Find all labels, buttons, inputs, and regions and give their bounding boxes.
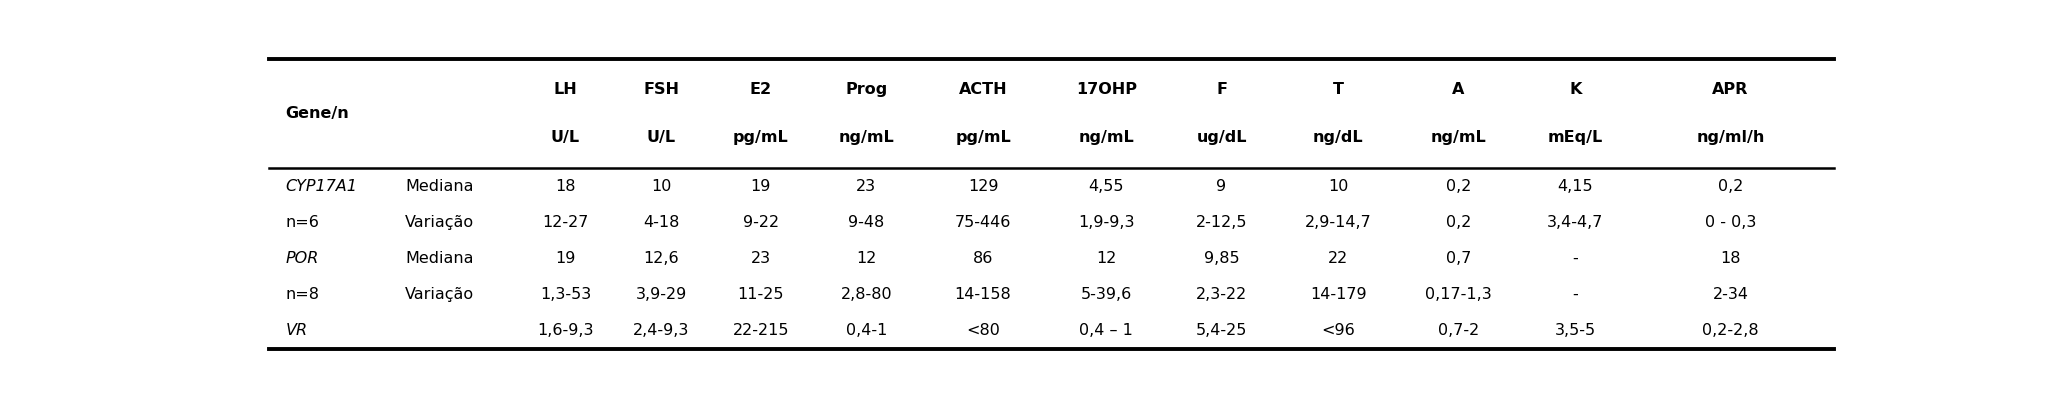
Text: 75-446: 75-446 <box>954 215 1012 230</box>
Text: 12: 12 <box>857 251 876 266</box>
Text: Prog: Prog <box>845 82 888 97</box>
Text: ng/mL: ng/mL <box>1078 130 1134 145</box>
Text: ug/dL: ug/dL <box>1196 130 1247 145</box>
Text: 1,6-9,3: 1,6-9,3 <box>537 323 593 338</box>
Text: 0,7-2: 0,7-2 <box>1437 323 1479 338</box>
Text: 18: 18 <box>555 179 576 194</box>
Text: 22: 22 <box>1328 251 1348 266</box>
Text: 9-22: 9-22 <box>743 215 779 230</box>
Text: 2,9-14,7: 2,9-14,7 <box>1305 215 1371 230</box>
Text: 0,2: 0,2 <box>1446 179 1470 194</box>
Text: Variação: Variação <box>405 287 475 302</box>
Text: 12-27: 12-27 <box>543 215 589 230</box>
Text: 14-179: 14-179 <box>1309 287 1367 302</box>
Text: LH: LH <box>553 82 578 97</box>
Text: 0,2: 0,2 <box>1446 215 1470 230</box>
Text: ng/ml/h: ng/ml/h <box>1695 130 1766 145</box>
Text: 1,3-53: 1,3-53 <box>539 287 591 302</box>
Text: 5-39,6: 5-39,6 <box>1080 287 1132 302</box>
Text: 86: 86 <box>973 251 993 266</box>
Text: U/L: U/L <box>551 130 580 145</box>
Text: 2-34: 2-34 <box>1712 287 1749 302</box>
Text: -: - <box>1571 287 1578 302</box>
Text: E2: E2 <box>750 82 772 97</box>
Text: 10: 10 <box>1328 179 1348 194</box>
Text: -: - <box>1571 251 1578 266</box>
Text: pg/mL: pg/mL <box>733 130 789 145</box>
Text: 0,4-1: 0,4-1 <box>845 323 888 338</box>
Text: 129: 129 <box>968 179 997 194</box>
Text: 0,2-2,8: 0,2-2,8 <box>1702 323 1759 338</box>
Text: <96: <96 <box>1322 323 1355 338</box>
Text: CYP17A1: CYP17A1 <box>285 179 357 194</box>
Text: 2-12,5: 2-12,5 <box>1196 215 1247 230</box>
Text: 11-25: 11-25 <box>737 287 785 302</box>
Text: 2,4-9,3: 2,4-9,3 <box>634 323 690 338</box>
Text: ng/mL: ng/mL <box>1431 130 1487 145</box>
Text: 9,85: 9,85 <box>1204 251 1239 266</box>
Text: n=8: n=8 <box>285 287 320 302</box>
Text: 23: 23 <box>750 251 770 266</box>
Text: 0,4 – 1: 0,4 – 1 <box>1080 323 1134 338</box>
Text: 22-215: 22-215 <box>733 323 789 338</box>
Text: FSH: FSH <box>644 82 679 97</box>
Text: APR: APR <box>1712 82 1749 97</box>
Text: n=6: n=6 <box>285 215 320 230</box>
Text: A: A <box>1452 82 1464 97</box>
Text: 3,4-4,7: 3,4-4,7 <box>1547 215 1602 230</box>
Text: ACTH: ACTH <box>958 82 1008 97</box>
Text: VR: VR <box>285 323 308 338</box>
Text: 0,17-1,3: 0,17-1,3 <box>1425 287 1491 302</box>
Text: 14-158: 14-158 <box>954 287 1012 302</box>
Text: ng/mL: ng/mL <box>838 130 894 145</box>
Text: pg/mL: pg/mL <box>956 130 1012 145</box>
Text: K: K <box>1569 82 1582 97</box>
Text: 17OHP: 17OHP <box>1076 82 1138 97</box>
Text: 12,6: 12,6 <box>644 251 679 266</box>
Text: 2,3-22: 2,3-22 <box>1196 287 1247 302</box>
Text: mEq/L: mEq/L <box>1547 130 1602 145</box>
Text: F: F <box>1216 82 1227 97</box>
Text: 4-18: 4-18 <box>642 215 679 230</box>
Text: 23: 23 <box>857 179 876 194</box>
Text: <80: <80 <box>966 323 999 338</box>
Text: 5,4-25: 5,4-25 <box>1196 323 1247 338</box>
Text: 0 - 0,3: 0 - 0,3 <box>1706 215 1755 230</box>
Text: 12: 12 <box>1097 251 1117 266</box>
Text: 3,9-29: 3,9-29 <box>636 287 688 302</box>
Text: 1,9-9,3: 1,9-9,3 <box>1078 215 1134 230</box>
Text: 10: 10 <box>650 179 671 194</box>
Text: 0,7: 0,7 <box>1446 251 1470 266</box>
Text: 0,2: 0,2 <box>1718 179 1743 194</box>
Text: 18: 18 <box>1720 251 1741 266</box>
Text: 2,8-80: 2,8-80 <box>840 287 892 302</box>
Text: 4,55: 4,55 <box>1088 179 1123 194</box>
Text: Mediana: Mediana <box>405 179 473 194</box>
Text: 19: 19 <box>750 179 770 194</box>
Text: T: T <box>1332 82 1344 97</box>
Text: 9: 9 <box>1216 179 1227 194</box>
Text: 3,5-5: 3,5-5 <box>1555 323 1596 338</box>
Text: 19: 19 <box>555 251 576 266</box>
Text: U/L: U/L <box>646 130 675 145</box>
Text: 9-48: 9-48 <box>849 215 884 230</box>
Text: Variação: Variação <box>405 215 475 230</box>
Text: ng/dL: ng/dL <box>1313 130 1363 145</box>
Text: POR: POR <box>285 251 318 266</box>
Text: Gene/n: Gene/n <box>285 106 349 121</box>
Text: 4,15: 4,15 <box>1557 179 1592 194</box>
Text: Mediana: Mediana <box>405 251 473 266</box>
